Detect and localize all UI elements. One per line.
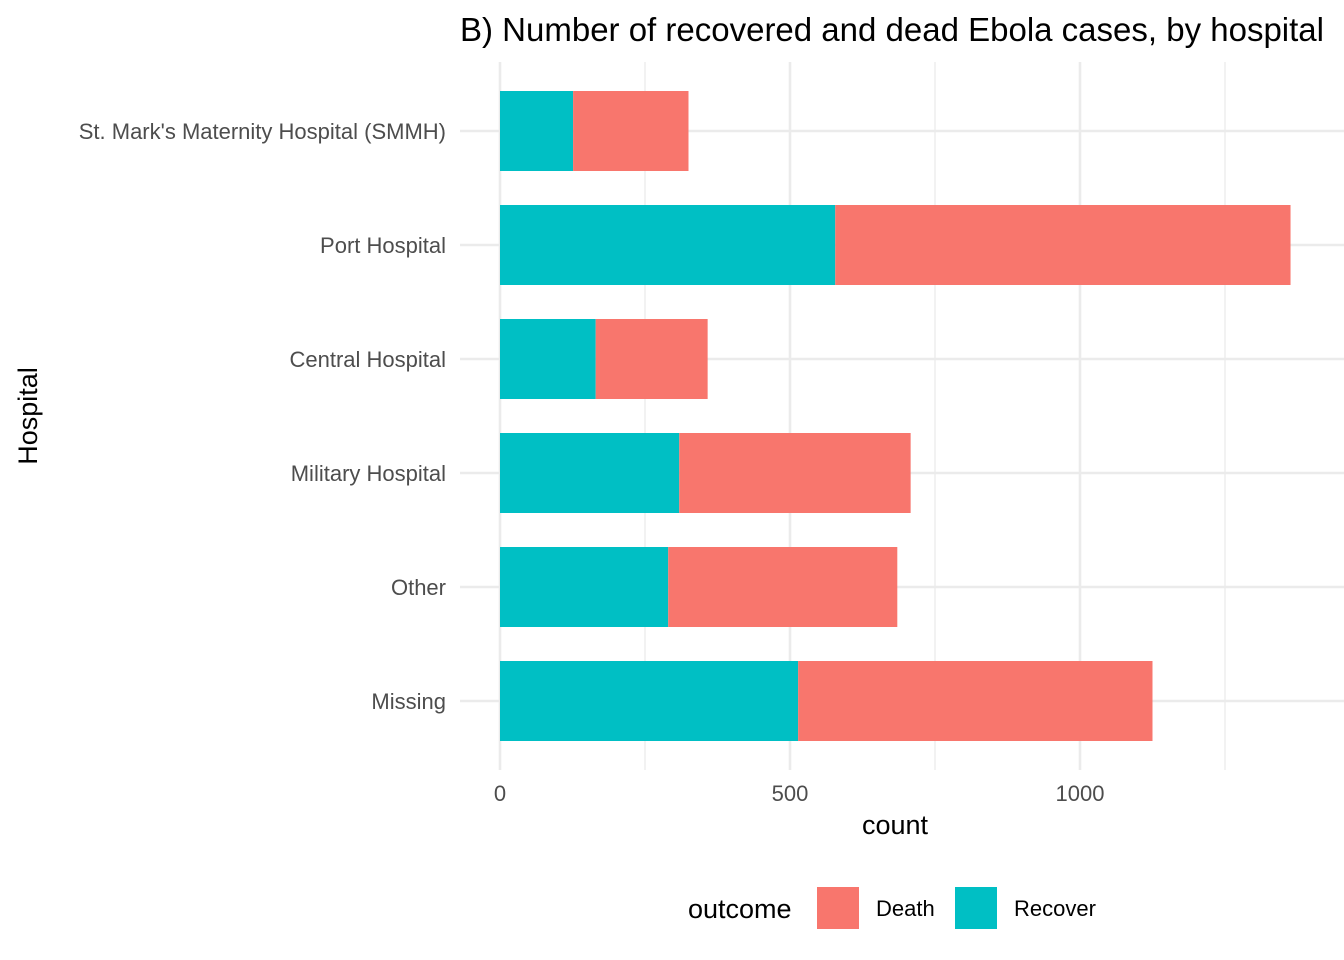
x-tick-label: 500: [772, 781, 809, 806]
legend-label-death: Death: [876, 896, 935, 921]
legend-key-death: [817, 887, 859, 929]
y-axis-tick-labels: St. Mark's Maternity Hospital (SMMH) Port…: [79, 119, 446, 714]
bar-segment-death: [668, 547, 898, 627]
y-tick-label: Missing: [371, 689, 446, 714]
legend: outcome Death Recover: [688, 887, 1096, 929]
x-axis-title: count: [862, 810, 929, 840]
x-axis-tick-labels: 0 500 1000: [494, 781, 1105, 806]
y-tick-label: St. Mark's Maternity Hospital (SMMH): [79, 119, 446, 144]
y-tick-label: Central Hospital: [289, 347, 446, 372]
bar-segment-death: [595, 319, 708, 399]
y-tick-label: Port Hospital: [320, 233, 446, 258]
y-tick-label: Other: [391, 575, 446, 600]
bar-segment-recover: [500, 91, 574, 171]
bar-segment-recover: [500, 547, 669, 627]
bar-segment-recover: [500, 661, 799, 741]
legend-label-recover: Recover: [1014, 896, 1096, 921]
bars: [500, 91, 1291, 741]
bar-segment-death: [679, 433, 911, 513]
bar-segment-recover: [500, 205, 836, 285]
x-tick-label: 0: [494, 781, 506, 806]
bar-segment-death: [573, 91, 689, 171]
legend-title: outcome: [688, 894, 792, 924]
bar-segment-recover: [500, 319, 596, 399]
legend-key-recover: [955, 887, 997, 929]
y-axis-title: Hospital: [13, 367, 43, 465]
bar-segment-recover: [500, 433, 680, 513]
bar-segment-death: [835, 205, 1291, 285]
bar-segment-death: [798, 661, 1153, 741]
y-tick-label: Military Hospital: [291, 461, 446, 486]
chart-title: B) Number of recovered and dead Ebola ca…: [460, 11, 1324, 48]
x-tick-label: 1000: [1056, 781, 1105, 806]
